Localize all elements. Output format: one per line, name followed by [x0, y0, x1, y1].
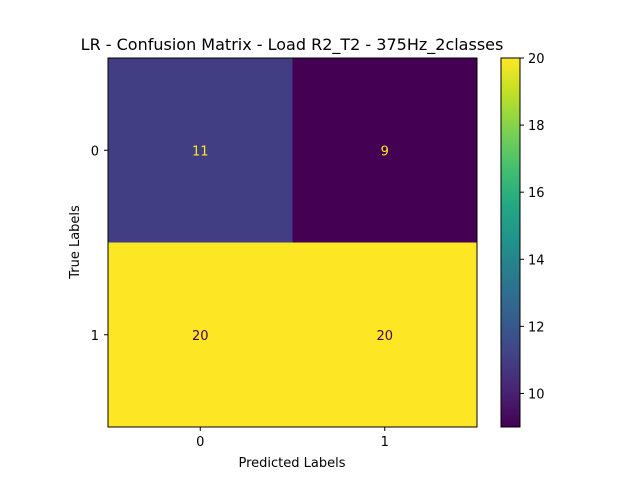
colorbar-tick-label: 18 [528, 119, 545, 134]
heatmap-cell-r1-c1 [292, 242, 477, 427]
colorbar-tick-label: 12 [528, 320, 545, 335]
cell-value-label: 20 [192, 329, 209, 344]
colorbar-tick-label: 14 [528, 253, 545, 268]
heatmap-cell-r0-c0 [108, 58, 293, 243]
y-axis-ticks: 01 [91, 144, 108, 344]
heatmap-cell-r1-c0 [108, 242, 293, 427]
chart-title: LR - Confusion Matrix - Load R2_T2 - 375… [81, 35, 504, 55]
plot-frame [107, 57, 478, 428]
heatmap-cell-labels: 11 9 20 20 [192, 144, 393, 344]
colorbar-tick-label: 20 [528, 52, 545, 67]
x-tick-label: 1 [381, 435, 389, 450]
y-axis-label: True Labels [68, 205, 83, 280]
y-tick-label: 0 [91, 144, 99, 159]
colorbar-ticks: 10 12 14 16 18 20 [520, 52, 545, 402]
y-tick-label: 1 [91, 329, 99, 344]
heatmap-cell-r0-c1 [292, 58, 477, 243]
cell-value-label: 20 [376, 329, 393, 344]
colorbar-tick-label: 10 [528, 387, 545, 402]
x-tick-label: 0 [196, 435, 204, 450]
heatmap-cells [108, 58, 477, 427]
colorbar-tick-label: 16 [528, 186, 545, 201]
colorbar [500, 57, 521, 428]
cell-value-label: 11 [192, 144, 209, 159]
x-axis-label: Predicted Labels [238, 456, 345, 471]
cell-value-label: 9 [381, 144, 389, 159]
